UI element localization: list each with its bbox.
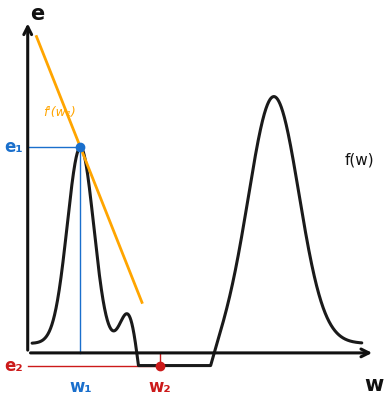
Text: w₂: w₂ [148, 378, 171, 396]
Text: f(w): f(w) [344, 152, 374, 167]
Text: e₂: e₂ [4, 356, 22, 374]
Text: w₁: w₁ [69, 378, 92, 396]
Text: f'(w₁): f'(w₁) [43, 106, 76, 119]
Text: e₁: e₁ [4, 138, 22, 156]
Text: w: w [365, 375, 384, 395]
Text: e: e [30, 4, 45, 24]
